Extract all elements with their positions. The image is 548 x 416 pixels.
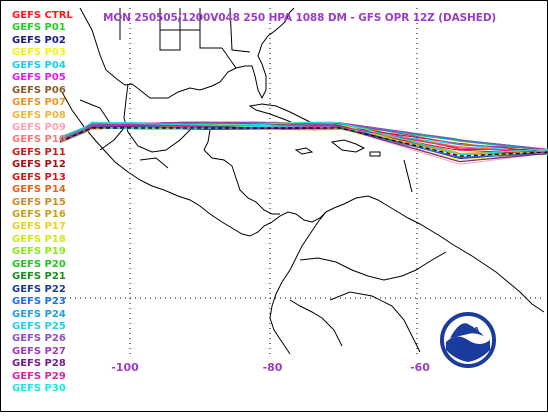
legend-item: GEFS P25: [12, 320, 66, 332]
noaa-logo-bird: [450, 323, 484, 338]
legend-item: GEFS P04: [12, 59, 66, 71]
legend-item: GEFS P08: [12, 109, 66, 121]
contour-line: [59, 124, 548, 154]
border-south-america-3: [289, 299, 343, 347]
operational-contour-line: [59, 127, 548, 157]
legend-item: GEFS P12: [12, 159, 66, 171]
border-south-america-2: [329, 291, 421, 353]
legend-item: GEFS P16: [12, 209, 66, 220]
legend-item: GEFS P23: [12, 296, 66, 308]
coastline-south-america-pacific: [269, 211, 327, 355]
legend-item: GEFS P19: [12, 246, 66, 258]
border-us-states: [119, 7, 251, 69]
coastlines: [61, 7, 545, 355]
legend-item: GEFS P20: [12, 258, 66, 270]
legend-item: GEFS P30: [12, 383, 66, 395]
coastline-puerto-rico: [369, 151, 381, 157]
contour-line: [59, 121, 548, 156]
legend-item: GEFS P29: [12, 370, 66, 382]
coastline-south-america: [325, 195, 545, 313]
legend-item: GEFS P14: [12, 184, 66, 196]
coastline-jamaica: [294, 147, 314, 155]
longitude-label: -80: [262, 361, 283, 374]
legend-item: GEFS P05: [12, 72, 66, 84]
coastline-central-america: [163, 189, 327, 237]
legend-item: GEFS P07: [12, 97, 66, 109]
legend-item: GEFS P01: [12, 22, 66, 34]
legend-item: GEFS P21: [12, 271, 66, 283]
border-mexico-states: [79, 99, 169, 169]
map-title: MON 250505/1200V048 250 HPA 1088 DM - GF…: [103, 12, 497, 24]
legend-item: GEFS P15: [12, 196, 66, 208]
coastline-north-america: [79, 7, 295, 100]
noaa-logo-text: NOAA: [457, 326, 480, 334]
ensemble-legend: GEFS CTRL GEFS P01 GEFS P02 GEFS P03 GEFS P0…: [12, 10, 73, 396]
noaa-logo-wave: [446, 336, 490, 362]
coastline-hispaniola: [330, 139, 366, 153]
legend-item: GEFS P03: [12, 47, 66, 59]
legend-item: GEFS P22: [12, 283, 66, 295]
coastline-mexico-west: [61, 91, 165, 191]
coastline-lesser-antilles: [403, 159, 413, 193]
legend-item: GEFS P10: [12, 134, 66, 146]
legend-item: GEFS P28: [12, 358, 66, 370]
longitude-label: -60: [410, 361, 430, 374]
border-south-america: [299, 251, 447, 281]
legend-item: GEFS P18: [12, 233, 66, 245]
legend-item: GEFS P11: [12, 146, 66, 158]
legend-item: GEFS P09: [12, 121, 66, 133]
noaa-logo: NOAA: [440, 312, 496, 368]
legend-item: GEFS P26: [12, 333, 66, 345]
legend-item: GEFS P27: [12, 345, 66, 357]
longitude-label: -100: [111, 361, 139, 374]
legend-item: GEFS P17: [12, 221, 66, 233]
spaghetti-contours: [59, 121, 548, 165]
legend-item: GEFS P02: [12, 34, 66, 46]
legend-item: GEFS CTRL: [12, 10, 73, 21]
legend-item: GEFS P13: [12, 171, 66, 183]
legend-item: GEFS P24: [12, 308, 66, 320]
graticule: [60, 8, 545, 354]
coastline-central-america-carib: [203, 149, 280, 215]
legend-item: GEFS P06: [12, 84, 66, 96]
